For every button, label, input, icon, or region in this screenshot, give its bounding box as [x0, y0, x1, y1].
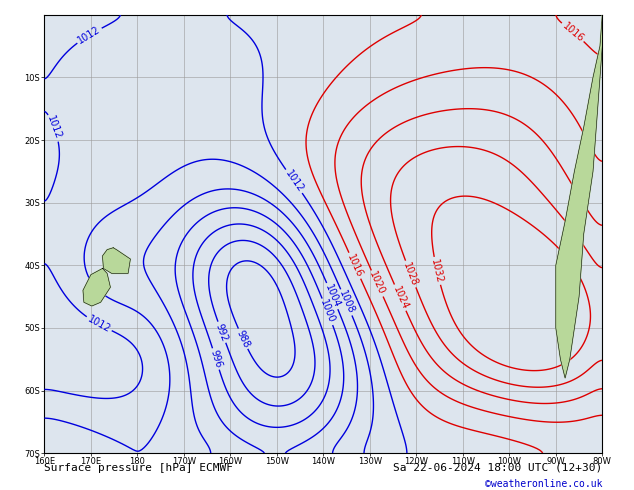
Text: Sa 22-06-2024 18:00 UTC (12+30): Sa 22-06-2024 18:00 UTC (12+30): [393, 463, 602, 473]
Text: 1012: 1012: [45, 115, 63, 141]
Text: 1012: 1012: [283, 169, 305, 194]
Text: 996: 996: [209, 349, 223, 369]
Polygon shape: [103, 248, 131, 273]
Text: 1004: 1004: [323, 283, 342, 309]
Text: 1000: 1000: [318, 298, 337, 325]
Polygon shape: [556, 15, 602, 378]
Text: 1032: 1032: [429, 258, 444, 284]
Text: 1016: 1016: [560, 21, 586, 44]
Text: 1028: 1028: [401, 261, 420, 287]
Text: 1008: 1008: [337, 289, 356, 316]
Polygon shape: [83, 269, 110, 306]
Text: ©weatheronline.co.uk: ©weatheronline.co.uk: [485, 479, 602, 489]
Text: 1024: 1024: [391, 284, 410, 311]
Text: 988: 988: [235, 328, 251, 349]
Text: 1012: 1012: [76, 24, 102, 46]
Text: 1020: 1020: [368, 270, 387, 297]
Text: Surface pressure [hPa] ECMWF: Surface pressure [hPa] ECMWF: [44, 463, 233, 473]
Text: 992: 992: [214, 322, 230, 343]
Text: 1012: 1012: [86, 314, 112, 335]
Text: 1016: 1016: [345, 252, 365, 279]
